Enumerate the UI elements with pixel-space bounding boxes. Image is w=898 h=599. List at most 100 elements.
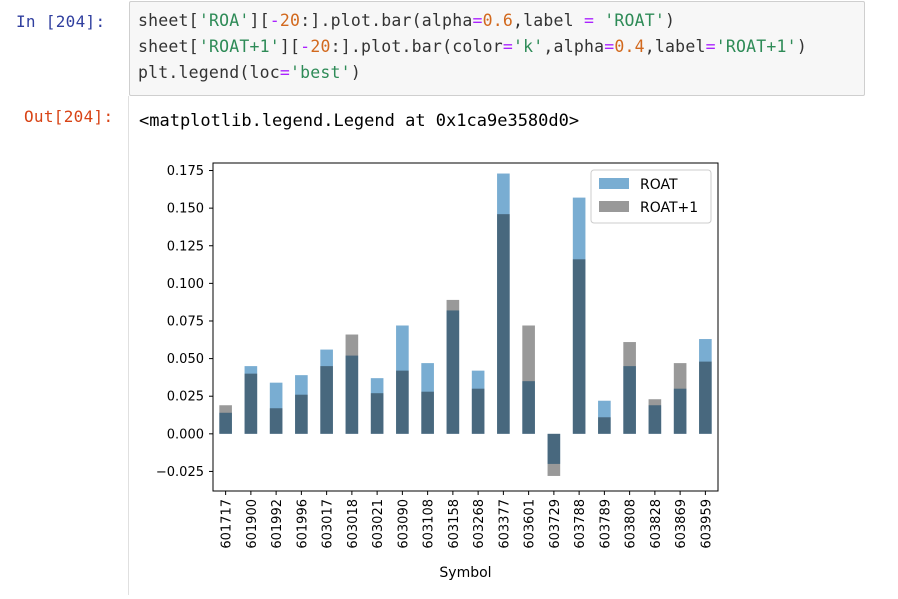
bar-roat [345, 355, 359, 434]
bar-roat-plus-1 [295, 394, 308, 434]
x-tick-label: 603788 [573, 499, 588, 549]
legend-swatch [599, 178, 629, 189]
bar-roat [396, 325, 409, 434]
bar-roat-plus-1 [320, 366, 333, 434]
code-line-2: sheet['ROAT+1'][-20:].plot.bar(color='k'… [138, 37, 807, 56]
bar-chart: 0.175 0.150 0.125 0.100 0.075 0.050 0.025 0.000… [140, 150, 740, 595]
chart-svg: 0.175 0.150 0.125 0.100 0.075 0.050 0.025 0.000… [156, 162, 719, 581]
code-token: 'k' [513, 37, 544, 56]
bar-roat [421, 363, 434, 434]
input-cell[interactable]: In [204]: sheet['ROA'][-20:].plot.bar(al… [0, 0, 898, 96]
bar-roat-plus-1 [421, 391, 434, 434]
x-tick-label: 603021 [371, 499, 386, 549]
bar-roat-plus-1 [244, 373, 258, 434]
bar-roat [598, 400, 611, 434]
code-token: = [604, 37, 615, 56]
y-tick-label: 0.075 [167, 314, 204, 329]
legend-label: ROAT [640, 177, 678, 193]
bar-roat [219, 412, 232, 434]
code-token: plt.legend(loc [138, 63, 280, 82]
code-token: ) [796, 37, 807, 56]
x-tick-label: 603729 [548, 499, 563, 549]
bar-roat [269, 382, 283, 434]
bar-roat [648, 405, 662, 434]
bar-roat [623, 366, 636, 434]
x-tick-label: 603108 [422, 499, 437, 549]
code-token: ,label [644, 37, 706, 56]
x-tick-label: 603017 [321, 499, 336, 549]
code-token: = [502, 37, 514, 56]
code-token: ,alpha [543, 37, 605, 56]
code-token: :].plot.bar(alpha [300, 11, 473, 30]
bar-roat [244, 366, 258, 434]
y-tick-label: 0.050 [167, 352, 204, 367]
bar-roat [699, 339, 712, 434]
bar-roat-plus-1 [547, 433, 561, 476]
bar-roat-plus-1 [699, 361, 712, 434]
bar-roat [446, 310, 460, 434]
y-tick-label: 0.100 [167, 277, 204, 292]
y-tick-label: 0.025 [167, 390, 204, 405]
x-tick-label: 603090 [396, 499, 411, 549]
x-tick-label: 603869 [674, 499, 689, 549]
code-token: 'ROAT+1' [715, 37, 797, 56]
x-tick-label: 603158 [447, 499, 462, 549]
code-token: ][ [249, 11, 270, 30]
code-token: - [269, 11, 280, 30]
code-token: = [583, 11, 595, 30]
bar-roat-plus-1 [446, 299, 460, 434]
code-token: 'ROAT+1' [198, 37, 280, 56]
code-token: = [705, 37, 716, 56]
y-tick-label: −0.025 [156, 465, 204, 480]
code-token: ][ [279, 37, 301, 56]
code-token: ) [665, 11, 676, 30]
code-token: - [300, 37, 311, 56]
code-token: 0.6 [482, 11, 514, 30]
plot-frame [212, 162, 719, 492]
code-token: 'best' [290, 63, 351, 82]
bar-roat-plus-1 [396, 370, 409, 434]
x-axis-label: Symbol [439, 565, 491, 581]
code-token: :].plot.bar(color [330, 37, 503, 56]
bar-roat-plus-1 [219, 405, 232, 434]
code-editor[interactable]: sheet['ROA'][-20:].plot.bar(alpha=0.6,la… [129, 1, 865, 96]
code-token: 0.4 [614, 37, 645, 56]
bar-roat-plus-1 [345, 334, 359, 434]
code-token: = [279, 63, 291, 82]
x-tick-label: 603377 [497, 499, 512, 549]
bar-roat [320, 349, 333, 434]
bar-roat-plus-1 [471, 388, 485, 434]
y-tick-label: 0.125 [167, 239, 204, 254]
x-tick-label: 603018 [346, 499, 361, 549]
code-line-1: sheet['ROA'][-20:].plot.bar(alpha=0.6,la… [138, 11, 675, 30]
output-divider [128, 96, 129, 595]
x-tick-label: 601900 [245, 499, 260, 549]
x-tick-label: 603601 [523, 499, 538, 549]
code-token [594, 11, 604, 30]
y-tick-label: 0.000 [167, 427, 204, 442]
bar-roat-plus-1 [497, 214, 510, 434]
bar-roat [522, 381, 535, 434]
code-token: 'ROAT' [604, 11, 666, 30]
code-token: ,label [513, 11, 584, 30]
x-tick-label: 603808 [624, 499, 639, 549]
bar-roat [370, 378, 384, 434]
input-prompt: In [204]: [16, 12, 106, 31]
output-prompt: Out[204]: [24, 107, 114, 126]
code-token: 20 [310, 37, 331, 56]
x-tick-label: 603789 [598, 499, 613, 549]
x-tick-label: 601992 [270, 499, 285, 549]
bar-roat-plus-1 [648, 399, 662, 434]
legend-label: ROAT+1 [640, 200, 698, 216]
bar-roat [295, 375, 308, 434]
bar-roat [497, 173, 510, 434]
x-tick-label: 601717 [220, 499, 235, 549]
legend-swatch [599, 201, 629, 212]
bar-roat-plus-1 [623, 342, 636, 434]
x-tick-label: 603268 [472, 499, 487, 549]
bar-roat-plus-1 [522, 325, 535, 434]
bar-roat-plus-1 [572, 259, 586, 434]
code-line-3: plt.legend(loc='best') [138, 63, 361, 82]
bar-roat-plus-1 [673, 363, 687, 434]
bar-roat-plus-1 [598, 417, 611, 434]
